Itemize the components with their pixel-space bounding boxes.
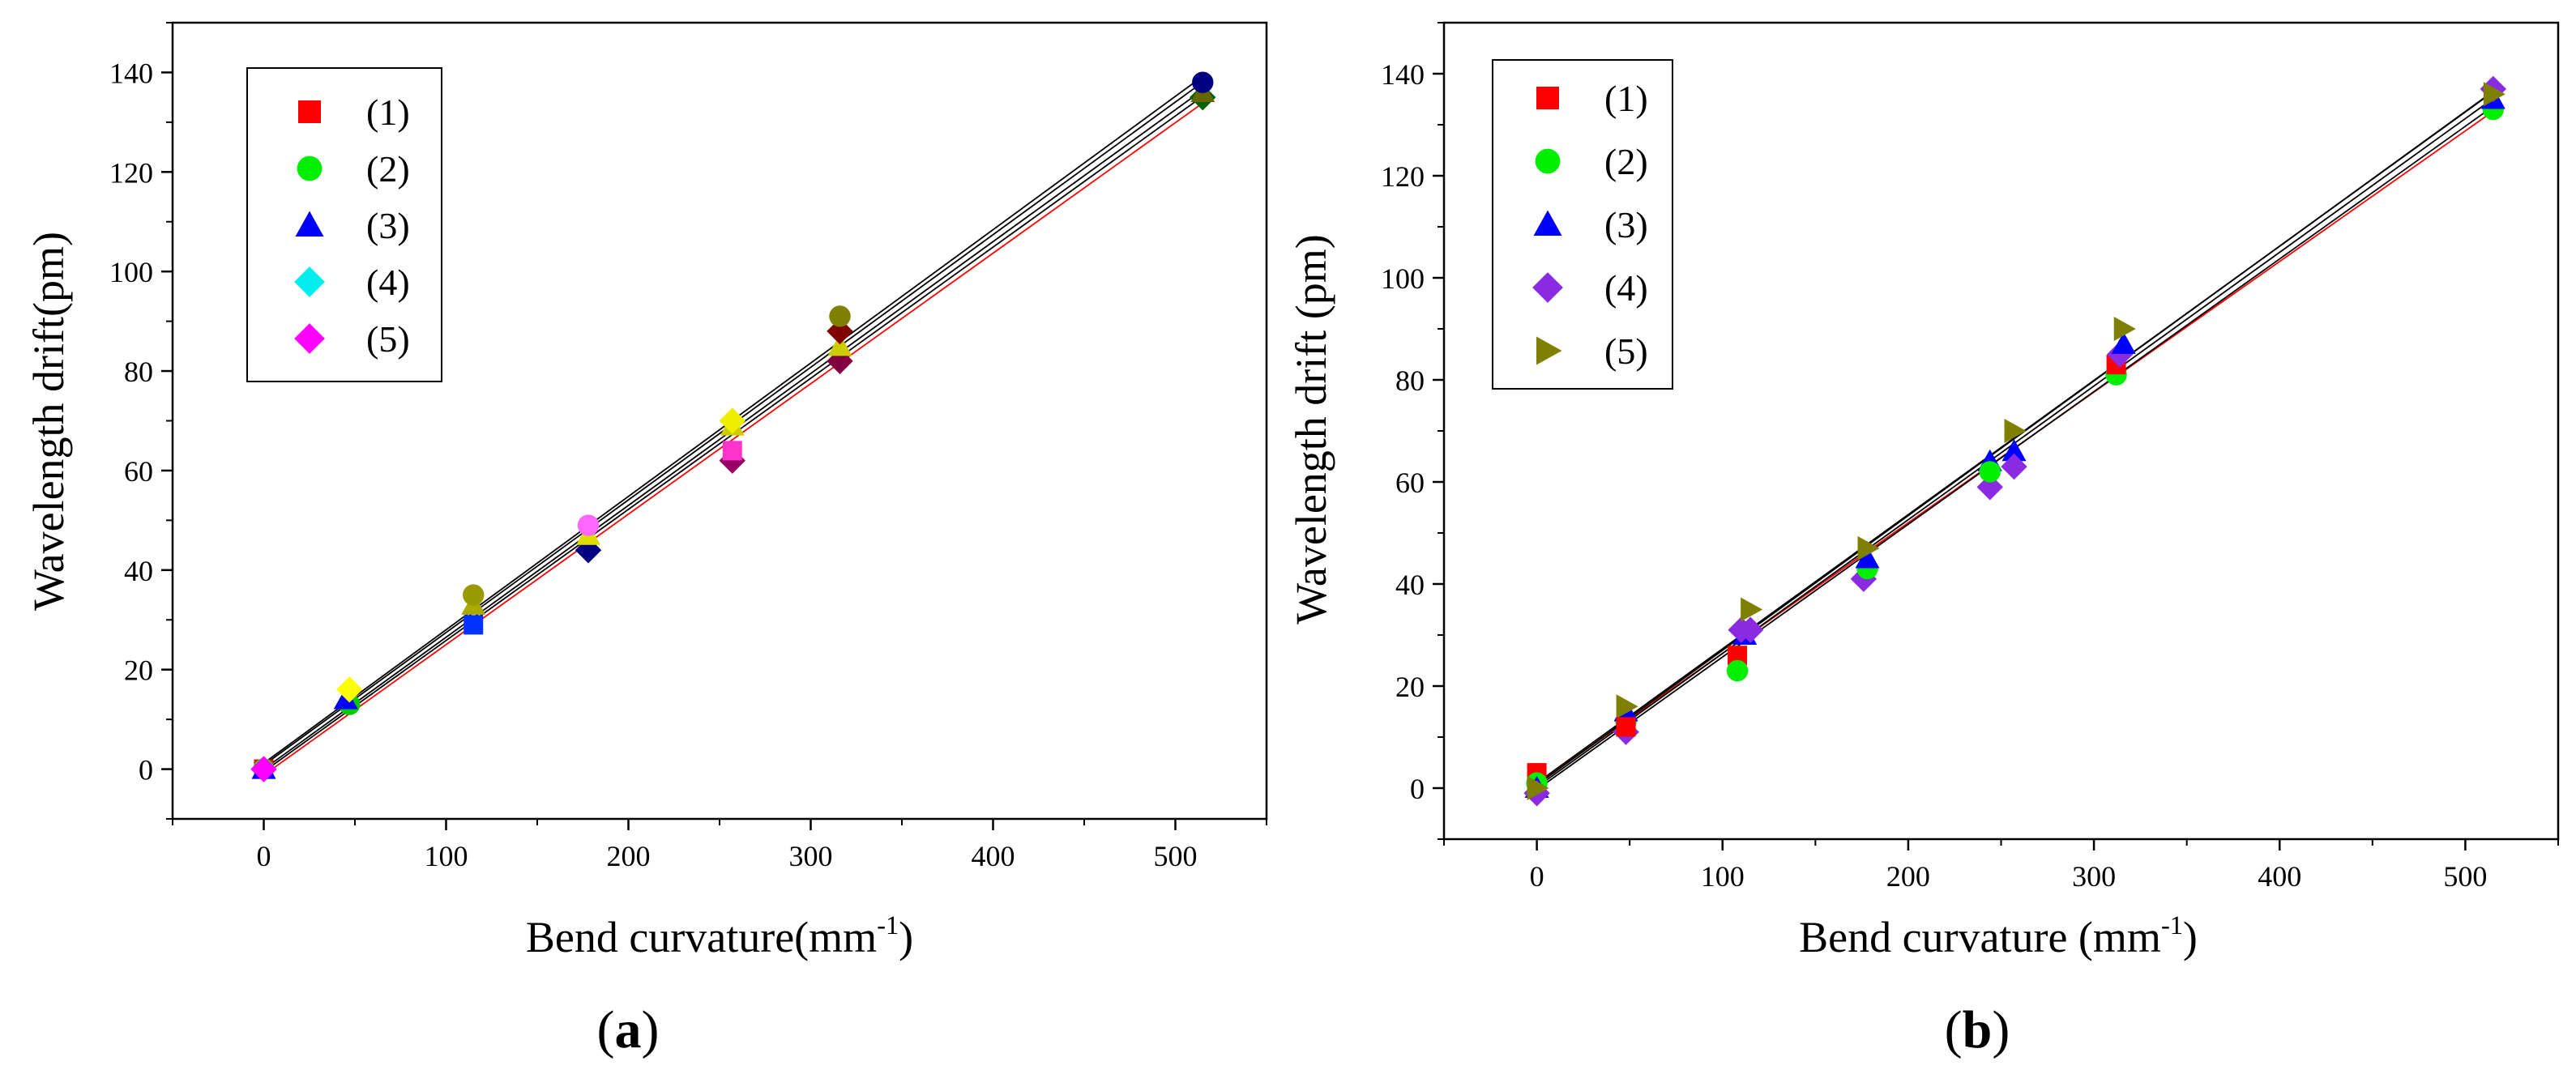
legend-label: (4) [1604, 267, 1648, 309]
legend-label: (5) [366, 318, 410, 360]
x-tick-label: 300 [789, 840, 833, 872]
caption-open: ( [597, 1000, 615, 1059]
y-tick-label: 20 [124, 654, 153, 687]
data-point [463, 584, 485, 606]
data-point [336, 676, 363, 703]
data-point [1855, 546, 1880, 569]
legend-box [1492, 59, 1673, 390]
fit-line-1 [263, 102, 1203, 776]
data-point [1616, 717, 1636, 737]
caption-close: ) [642, 1000, 660, 1059]
legend-label: (1) [1604, 78, 1648, 119]
x-axis-title-sup: -1 [2161, 911, 2183, 940]
data-point [2001, 453, 2027, 480]
y-tick-label: 60 [124, 455, 153, 488]
x-tick-label: 300 [2072, 860, 2116, 893]
caption-open: ( [1945, 1000, 1963, 1059]
y-tick-label: 100 [1381, 262, 1425, 295]
legend-label: (1) [366, 92, 410, 133]
y-tick-label: 120 [109, 156, 153, 189]
x-tick-label: 200 [1886, 860, 1930, 893]
legend-marker [1536, 87, 1559, 109]
x-tick-label: 100 [425, 840, 468, 872]
y-axis-title: Wavelength drift(pm) [24, 232, 73, 611]
x-tick-label: 400 [972, 840, 1015, 872]
x-axis-title-main: Bend curvature(mm [526, 913, 877, 961]
data-point [577, 514, 600, 536]
data-point [827, 334, 852, 356]
chart-panel-b: 0 100 200 300 400 500 0 20 40 60 80 100 120 140 (1) (2)… [1287, 21, 2560, 1059]
legend-label: (3) [366, 205, 410, 246]
y-tick-label: 40 [124, 555, 153, 587]
data-point [1976, 474, 2003, 501]
y-tick-label: 120 [1381, 160, 1425, 193]
data-point [1616, 694, 1638, 719]
y-tick-label: 20 [1395, 671, 1425, 703]
data-point [719, 407, 745, 434]
data-point [1737, 616, 1764, 643]
data-point [2113, 317, 2136, 341]
data-point [1527, 776, 1549, 800]
y-axis-title: Wavelength drift (pm) [1287, 234, 1335, 624]
y-tick-label: 0 [139, 754, 153, 786]
chart-panel-a: 0 100 200 300 400 500 0 20 40 60 80 100 120 140 (1) (2)… [24, 21, 1268, 1059]
data-point [1192, 71, 1214, 93]
legend-label: (2) [366, 148, 410, 190]
y-tick-label: 80 [124, 356, 153, 388]
x-axis-title-main: Bend curvature (mm [1799, 913, 2161, 961]
legend-marker [1535, 148, 1561, 174]
legend-marker [295, 211, 324, 237]
legend-label: (4) [366, 262, 410, 303]
caption-letter: b [1963, 1000, 1993, 1059]
data-point [2483, 82, 2506, 107]
data-point [250, 756, 277, 782]
x-tick-label: 100 [1701, 860, 1745, 893]
data-point [2111, 331, 2136, 354]
data-point [1979, 461, 2001, 483]
y-tick-label: 100 [109, 256, 153, 288]
x-tick-label: 400 [2258, 860, 2301, 893]
legend-marker [1533, 210, 1562, 236]
legend-label: (3) [1604, 204, 1648, 245]
legend-marker [298, 100, 321, 123]
legend-marker [294, 266, 325, 297]
data-point [829, 305, 851, 327]
data-point [1741, 597, 1763, 622]
y-tick-label: 140 [1381, 58, 1425, 91]
x-tick-label: 200 [607, 840, 651, 872]
legend-marker [294, 323, 325, 354]
x-axis-title-sup: -1 [877, 911, 899, 940]
x-axis-title: Bend curvature (mm-1) [1799, 911, 2198, 961]
x-tick-label: 0 [257, 840, 271, 872]
y-tick-label: 80 [1395, 364, 1425, 397]
panel-caption: (b) [1945, 1000, 2010, 1059]
legend-marker [297, 156, 323, 181]
y-tick-label: 40 [1395, 569, 1425, 601]
y-tick-label: 60 [1395, 467, 1425, 499]
legend-marker [1532, 272, 1563, 303]
y-tick-label: 0 [1410, 773, 1425, 805]
data-point [1726, 659, 1749, 682]
x-axis-title-end: ) [2183, 913, 2198, 961]
x-tick-label: 500 [1154, 840, 1198, 872]
data-point [1857, 535, 1880, 561]
legend-box [246, 67, 442, 382]
x-axis-title-end: ) [899, 913, 913, 961]
x-axis-title: Bend curvature(mm-1) [526, 911, 913, 961]
x-tick-label: 500 [2443, 860, 2487, 893]
data-point [722, 441, 742, 461]
x-tick-label: 0 [1530, 860, 1544, 893]
y-tick-label: 140 [109, 57, 153, 89]
legend-label: (5) [1604, 330, 1648, 372]
data-point [464, 615, 484, 635]
panel-caption: (a) [597, 1000, 660, 1059]
caption-letter: a [615, 1000, 642, 1059]
legend-label: (2) [1604, 141, 1648, 182]
data-point [2001, 439, 2027, 462]
data-point [2004, 419, 2027, 443]
fit-line-5 [1536, 91, 2494, 784]
caption-close: ) [1992, 1000, 2010, 1059]
legend-marker [1536, 336, 1562, 365]
